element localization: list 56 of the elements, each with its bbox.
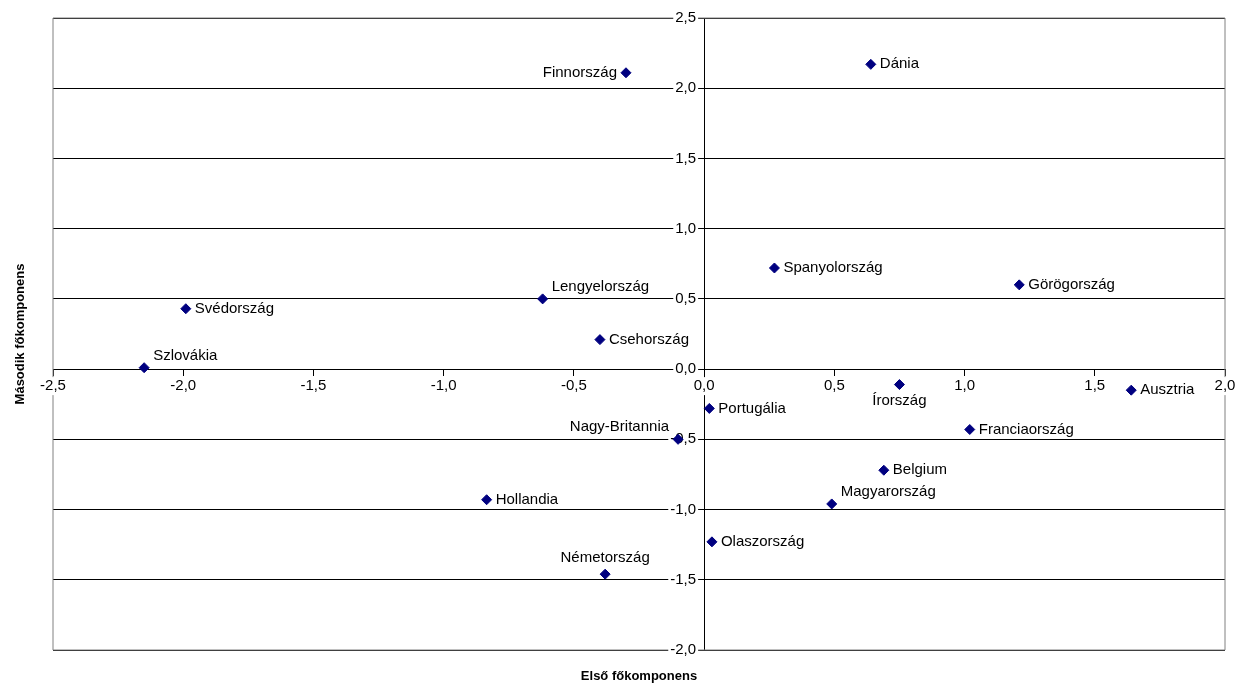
point [768, 262, 780, 274]
point [537, 293, 549, 305]
y-axis-title: Második főkomponens [11, 263, 27, 405]
x-tick-label: -0,5 [560, 376, 587, 394]
x-tick-label: 2,0 [1214, 376, 1236, 394]
x-tick-label: -2,5 [40, 376, 66, 394]
point [180, 303, 192, 315]
x-axis-title: Első főkomponens [580, 667, 698, 683]
annotation: Lengyelország [551, 277, 650, 295]
point [1013, 279, 1025, 291]
x-tick-label: 0,0 [693, 376, 715, 394]
x-tick-label: -1,0 [430, 376, 457, 394]
point [481, 494, 493, 506]
annotation: Spanyolország [783, 258, 883, 276]
annotation: Ausztria [1140, 380, 1196, 398]
y-tick-label: 0,5 [675, 289, 697, 307]
annotation: Írország [872, 390, 927, 408]
annotation: Belgium [892, 460, 948, 478]
y-tick-label: -1,0 [670, 499, 697, 517]
annotation: Görögország [1028, 274, 1115, 292]
annotation: Csehország [608, 329, 689, 347]
annotation: Franciaország [978, 419, 1074, 437]
point [893, 379, 905, 391]
point [865, 58, 877, 70]
x-tick-label: 1,0 [954, 376, 975, 394]
point [620, 67, 632, 79]
annotation: Dánia [879, 54, 920, 72]
x-tick-label: 1,5 [1084, 376, 1106, 394]
x-tick-label: 0,5 [823, 376, 845, 394]
annotation: Szlovákia [153, 345, 219, 363]
annotation: Hollandia [495, 489, 559, 507]
y-tick-label: 0,0 [675, 359, 697, 377]
point [706, 536, 718, 548]
annotation: Finnország [542, 62, 617, 80]
point [826, 498, 838, 510]
point [594, 334, 606, 346]
annotation: Nagy-Britannia [569, 417, 670, 435]
point [878, 464, 890, 476]
x-tick-label: -1,5 [300, 376, 327, 394]
y-tick-label: 2,0 [675, 78, 697, 96]
point [964, 424, 976, 435]
point [703, 402, 715, 414]
annotation: Németország [560, 548, 650, 566]
y-tick-label: 2,5 [675, 8, 697, 26]
annotation: Magyarország [840, 482, 936, 500]
point [138, 362, 150, 374]
y-tick-label: 1,5 [675, 148, 697, 166]
point [599, 568, 611, 580]
x-tick-label: -2,0 [170, 376, 197, 394]
annotation: Olaszország [720, 532, 805, 549]
annotation: Svédország [194, 298, 275, 316]
annotation: Portugália [718, 398, 787, 416]
point [1125, 384, 1137, 396]
y-tick-label: 1,0 [675, 218, 697, 236]
y-tick-label: -2,0 [670, 640, 697, 658]
y-tick-label: -1,5 [670, 569, 697, 587]
